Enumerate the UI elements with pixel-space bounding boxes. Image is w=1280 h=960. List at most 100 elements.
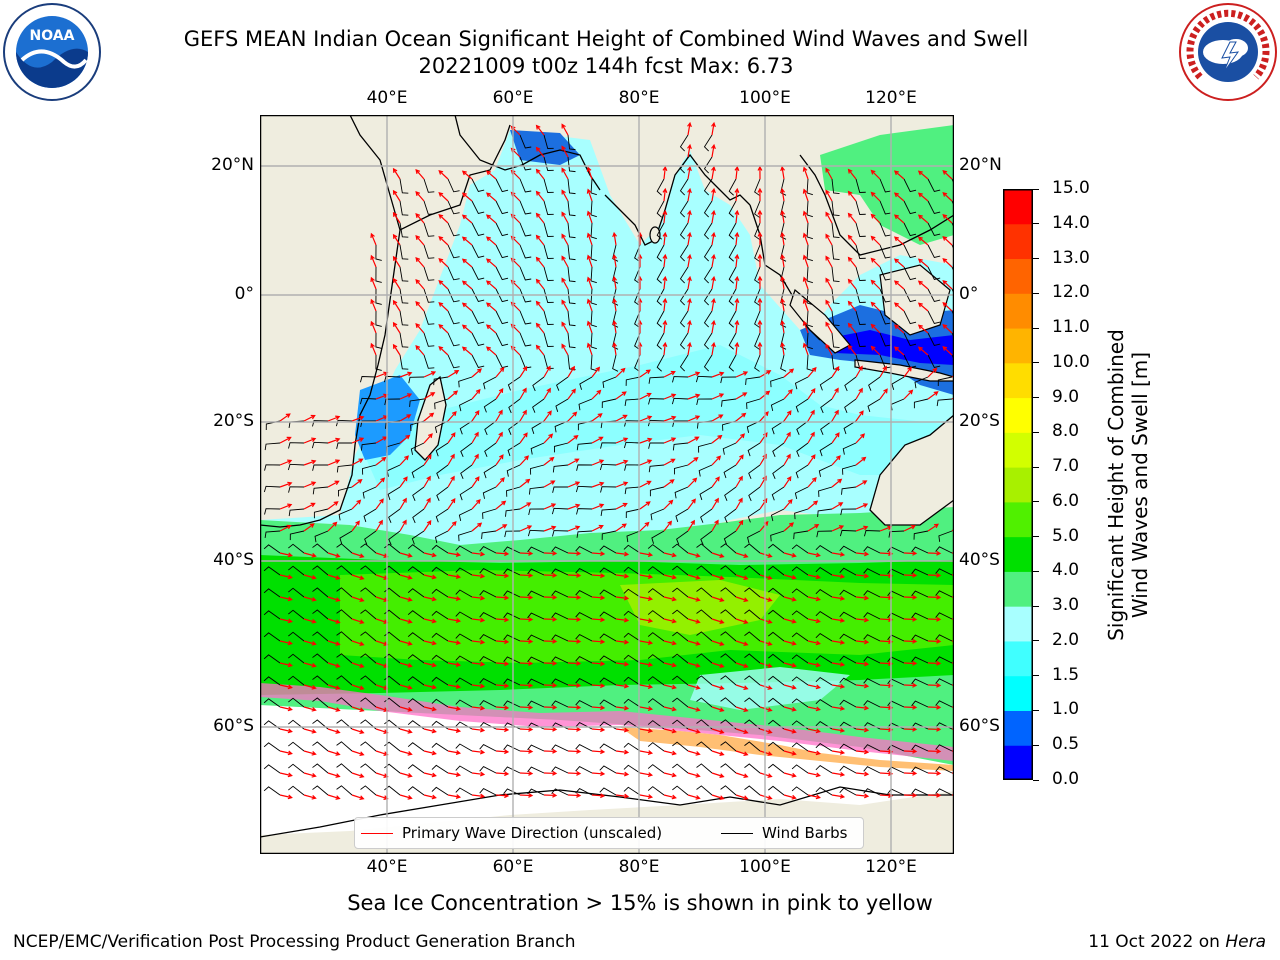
wave-direction-arrow: [392, 277, 401, 290]
wave-direction-arrow: [735, 519, 744, 532]
wind-barb: [623, 441, 641, 449]
wave-direction-arrow: [687, 143, 692, 158]
colorbar-tick-label: 4.0: [1052, 560, 1080, 581]
wave-direction-arrow: [615, 573, 630, 579]
wave-direction-arrow: [735, 475, 743, 488]
wind-barb: [672, 741, 689, 752]
wave-direction-arrow: [879, 683, 894, 689]
wave-direction-arrow: [711, 393, 725, 400]
sea-ice-caption: Sea Ice Concentration > 15% is shown in …: [347, 891, 933, 915]
wind-barb: [695, 375, 713, 383]
wave-direction-arrow: [303, 523, 315, 532]
wind-barb: [634, 266, 641, 284]
wind-barb: [543, 332, 554, 347]
wind-barb: [263, 610, 281, 620]
wind-barb: [553, 442, 569, 453]
wind-barb: [399, 266, 409, 282]
wave-direction-arrow: [917, 280, 929, 290]
wind-barb: [601, 398, 617, 409]
wave-direction-arrow: [711, 434, 723, 444]
wave-direction-arrow: [423, 684, 437, 690]
wave-direction-arrow: [415, 168, 425, 180]
wave-direction-arrow: [447, 390, 459, 400]
wave-direction-arrow: [687, 498, 696, 510]
wave-direction-arrow: [591, 436, 604, 444]
wind-barb: [543, 178, 554, 193]
wave-direction-arrow: [711, 414, 724, 422]
wave-direction-arrow: [591, 503, 605, 510]
wave-direction-arrow: [423, 475, 431, 488]
wave-direction-arrow: [586, 232, 593, 246]
wave-direction-arrow: [893, 346, 905, 356]
wave-direction-arrow: [639, 369, 651, 378]
wind-barb: [911, 700, 929, 708]
colorbar-swatch: [1003, 640, 1033, 677]
wind-barb: [935, 656, 953, 664]
wind-barb: [634, 354, 641, 372]
wind-barb: [794, 376, 809, 390]
wind-barb: [375, 332, 382, 349]
wave-direction-arrow: [519, 455, 530, 466]
wave-direction-arrow: [807, 409, 815, 422]
wave-direction-arrow: [870, 345, 881, 356]
wave-direction-arrow: [561, 321, 569, 334]
wave-direction-arrow: [802, 342, 809, 356]
wind-barb: [567, 310, 576, 327]
wave-direction-arrow: [612, 253, 618, 268]
wind-barb: [527, 700, 545, 708]
wave-direction-arrow: [663, 552, 677, 558]
wave-direction-arrow: [423, 454, 432, 466]
wave-direction-arrow: [423, 412, 435, 422]
lon-tick-bottom-60e: 60°E: [492, 857, 534, 877]
legend-label-wind-barbs: Wind Barbs: [762, 824, 848, 842]
wave-direction-arrow: [438, 191, 449, 202]
wave-direction-arrow: [586, 254, 593, 268]
wind-barb: [698, 464, 713, 477]
wind-barb: [703, 156, 713, 174]
wave-direction-arrow: [423, 772, 437, 778]
wind-barb: [599, 567, 617, 576]
wind-barb: [720, 719, 737, 730]
wind-barb: [590, 354, 597, 372]
noaa-logo-text: NOAA: [30, 28, 75, 44]
colorbar-tick-label: 14.0: [1052, 212, 1090, 233]
wind-barb: [264, 530, 281, 539]
wind-barb: [911, 546, 929, 554]
wave-direction-arrow: [783, 410, 792, 422]
wind-barb: [721, 398, 737, 407]
wind-barb: [484, 420, 497, 436]
wave-direction-arrow: [415, 256, 425, 268]
wave-direction-arrow: [461, 302, 473, 312]
lon-tick-top-40e: 40°E: [366, 88, 408, 108]
wind-barb: [495, 222, 509, 237]
wave-direction-arrow: [567, 748, 582, 754]
wind-barb: [567, 332, 576, 349]
wind-barb: [551, 590, 569, 598]
wave-direction-arrow: [327, 574, 341, 580]
wind-barb: [806, 310, 813, 328]
wind-barb: [795, 398, 809, 413]
wind-barb: [336, 719, 353, 730]
wave-direction-arrow: [831, 551, 846, 557]
wind-barb: [679, 178, 689, 196]
wind-barb: [264, 464, 281, 471]
wind-barb: [791, 764, 809, 774]
wave-direction-arrow: [663, 750, 677, 756]
wind-barb: [815, 786, 833, 796]
wind-barb: [903, 288, 917, 303]
wind-barb: [263, 485, 281, 493]
wave-direction-arrow: [917, 236, 929, 246]
wind-barb: [855, 244, 866, 259]
wave-direction-arrow: [903, 704, 918, 710]
wind-barb: [879, 288, 892, 303]
wind-barb: [696, 653, 713, 664]
wave-direction-arrow: [735, 454, 744, 466]
wind-barb: [312, 486, 329, 495]
wave-direction-arrow: [471, 476, 480, 488]
wave-direction-arrow: [447, 772, 462, 777]
wind-barb: [412, 486, 425, 501]
wave-direction-arrow: [870, 213, 881, 224]
wind-barb: [599, 743, 617, 752]
wind-barb: [696, 398, 713, 406]
wind-barb: [720, 565, 737, 576]
